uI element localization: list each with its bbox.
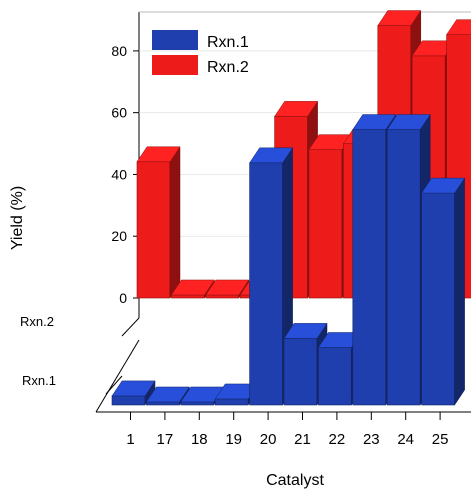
bar-rxn1-17-top <box>145 386 190 403</box>
legend-label-rxn1: Rxn.1 <box>207 34 249 51</box>
x-axis: 1 17 18 19 20 21 22 23 24 25 <box>126 412 448 448</box>
bar-rxn1-22 <box>317 331 362 406</box>
bar-rxn2-21-front <box>308 149 343 299</box>
bar-rxn1-21-top <box>283 323 328 339</box>
bar-rxn2-18-front <box>205 294 240 299</box>
bar-rxn1-20-top <box>249 147 294 164</box>
bar-rxn2-25-top <box>446 19 471 35</box>
bar-rxn2-1-top <box>136 146 181 163</box>
x-tick-label: 24 <box>397 431 414 448</box>
y-tick-label: 0 <box>119 290 127 306</box>
bar-rxn1-1-front <box>111 395 146 406</box>
bar-rxn2-25 <box>446 19 471 299</box>
x-tick-label: 23 <box>363 431 380 448</box>
legend: Rxn.1 Rxn.2 <box>152 30 249 76</box>
bar-rxn2-20-top <box>274 101 319 117</box>
legend-swatch-rxn2 <box>152 55 198 75</box>
bar-rxn1-1-top <box>111 380 156 397</box>
legend-label-rxn2: Rxn.2 <box>207 59 249 76</box>
bar-rxn1-17-front <box>146 401 180 406</box>
x-tick-label: 17 <box>157 431 174 448</box>
x-tick-label: 1 <box>126 431 134 448</box>
x-axis-label: Catalyst <box>266 472 324 489</box>
bar-rxn2-17-top <box>170 279 215 296</box>
y-tick-label: 60 <box>111 105 127 121</box>
bar-rxn1-21-front <box>283 338 318 406</box>
bar-rxn2-1-front <box>136 161 171 299</box>
bar-rxn1-24-top <box>386 114 431 130</box>
x-tick-label: 18 <box>191 431 208 448</box>
frame-depth-tick-rxn2 <box>121 317 140 337</box>
bar-rxn1-20-front <box>249 162 283 406</box>
y-tick-label: 20 <box>111 228 127 244</box>
bar-rxn2-1 <box>136 145 181 299</box>
bar-rxn1-1 <box>111 380 156 406</box>
x-tick-label: 22 <box>329 431 346 448</box>
bar-rxn2-18 <box>205 279 250 299</box>
y-tick-label: 80 <box>111 43 127 59</box>
x-tick-label: 20 <box>260 431 277 448</box>
depth-label-rxn1: Rxn.1 <box>22 373 56 388</box>
bar-rxn1-18-front <box>180 401 215 406</box>
bar-rxn1-23-top <box>352 114 397 130</box>
bar-rxn1-25-front <box>421 192 455 406</box>
bar-rxn1-25 <box>421 177 466 406</box>
bar-rxn1-22-front <box>318 347 352 406</box>
bar-rxn2-18-top <box>205 279 250 296</box>
y-tick-label: 40 <box>111 166 127 182</box>
bars <box>111 9 471 406</box>
y-axis-label: Yield (%) <box>9 186 26 250</box>
x-tick-label: 21 <box>294 431 311 448</box>
frame-depth-tick-rxn1 <box>105 375 123 395</box>
x-tick-label: 25 <box>432 431 449 448</box>
bar-rxn1-25-top <box>421 177 466 194</box>
frame-floor-left-edge <box>95 339 140 413</box>
depth-label-rxn2: Rxn.2 <box>20 314 54 329</box>
bar-rxn2-17-front <box>171 294 205 299</box>
bar-rxn1-23-front <box>352 129 387 406</box>
bar-rxn2-17 <box>170 279 215 299</box>
bar-rxn1-25-side <box>454 177 465 406</box>
bar-rxn1-19-front <box>214 398 249 406</box>
bar-rxn2-23-top <box>377 10 422 26</box>
bar-rxn2-1-side <box>169 145 181 299</box>
bar-rxn1-24-front <box>386 129 421 406</box>
x-tick-label: 19 <box>225 431 242 448</box>
legend-swatch-rxn1 <box>152 30 198 50</box>
